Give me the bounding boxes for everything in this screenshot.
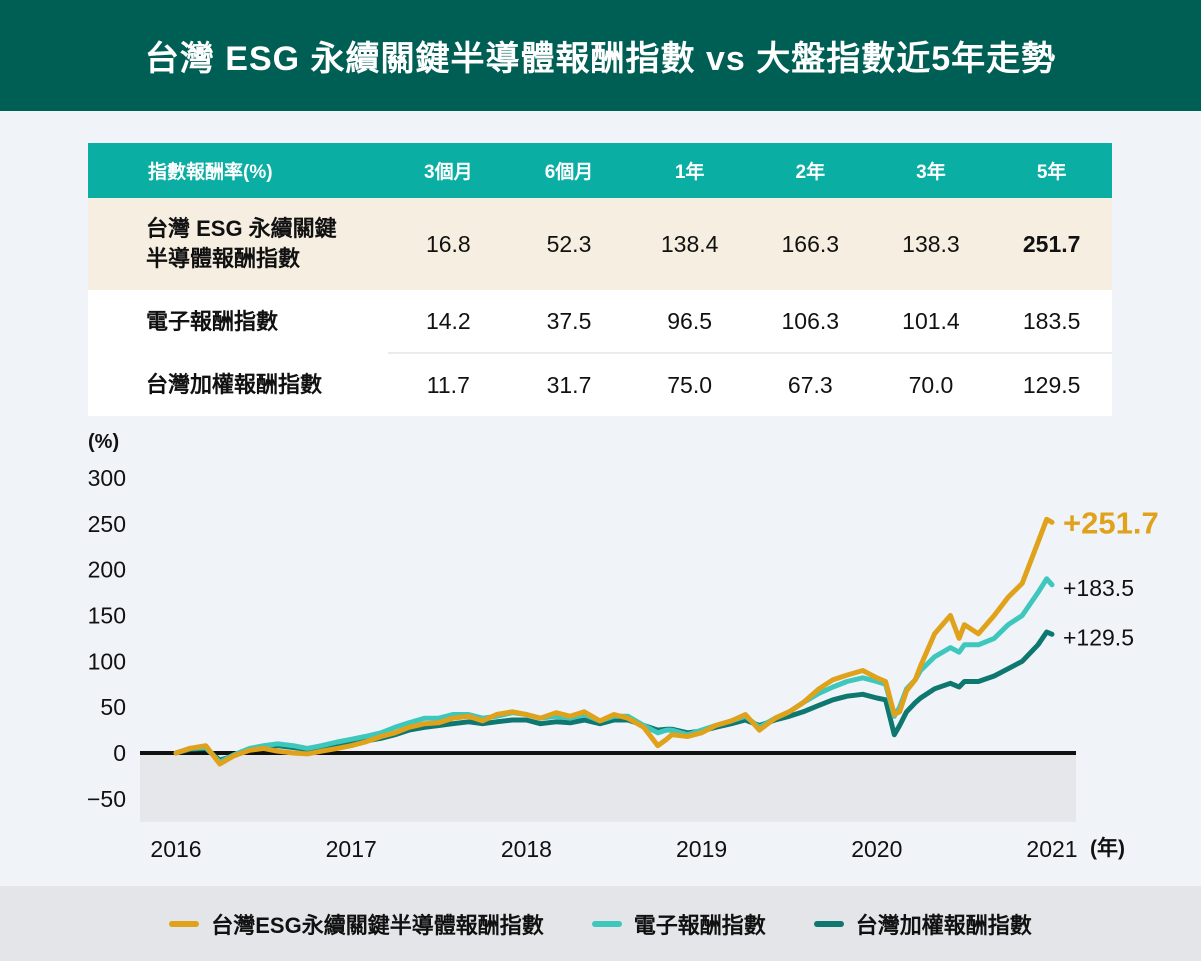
row-name-line-2: 半導體報酬指數	[146, 246, 301, 271]
cell-value: 138.4	[629, 198, 750, 290]
cell-value: 75.0	[667, 371, 713, 398]
returns-table: 指數報酬率(%) 3個月 6個月 1年 2年 3年 5年 台灣 ESG 永續關鍵…	[88, 143, 1112, 416]
cell-value: 14.2	[388, 290, 509, 354]
table-header-label: 指數報酬率(%)	[88, 143, 388, 198]
row-name-electronics: 電子報酬指數	[146, 308, 279, 334]
table-row: 電子報酬指數 14.2 37.5 96.5 106.3 101.4 183.5	[88, 290, 1112, 354]
legend-swatch	[169, 920, 200, 927]
legend-item-taiex: 台灣加權報酬指數	[813, 908, 1032, 940]
y-tick-label: −50	[87, 786, 126, 812]
x-tick-label: 2017	[326, 836, 377, 862]
legend-swatch	[591, 920, 622, 927]
cell-value: 183.5	[991, 290, 1112, 354]
y-tick-label: 0	[113, 740, 126, 766]
cell-value: 37.5	[508, 290, 630, 354]
end-label-taiex: +129.5	[1063, 624, 1134, 650]
table-header-3y: 3年	[870, 143, 992, 198]
legend-swatch	[813, 920, 844, 927]
end-label-esg: +251.7	[1063, 505, 1159, 540]
cell-value-highlight: 251.7	[991, 198, 1112, 290]
legend-item-esg: 台灣ESG永續關鍵半導體報酬指數	[169, 908, 544, 940]
row-name-taiex: 台灣加權報酬指數	[146, 371, 323, 397]
x-tick-label: 2018	[501, 836, 552, 862]
x-tick-label: 2016	[150, 836, 201, 862]
x-axis-ticks: 2016 2017 2018 2019 2020 2021	[150, 836, 1077, 862]
cell-value: 16.8	[388, 198, 509, 290]
cell-value: 67.3	[787, 371, 833, 398]
cell-value: 138.3	[870, 198, 992, 290]
cell-value: 70.0	[908, 371, 954, 398]
cell-value: 52.3	[508, 198, 630, 290]
row-name-esg: 台灣 ESG 永續關鍵 半導體報酬指數	[88, 198, 388, 290]
series-line-taiex	[173, 629, 1055, 763]
series-line-esg	[173, 516, 1055, 767]
cell-value: 129.5	[1022, 371, 1081, 398]
table-header-5y: 5年	[991, 143, 1112, 198]
table-row: 台灣加權報酬指數 11.7 31.7 75.0 67.3 70.0 129.5	[88, 353, 1112, 416]
y-tick-label: 200	[88, 557, 126, 583]
legend-item-electronics: 電子報酬指數	[591, 908, 766, 940]
x-tick-label: 2020	[851, 836, 902, 862]
legend: 台灣ESG永續關鍵半導體報酬指數 電子報酬指數 台灣加權報酬指數	[0, 886, 1201, 961]
negative-region	[140, 753, 1076, 822]
table-header-row: 指數報酬率(%) 3個月 6個月 1年 2年 3年 5年	[88, 143, 1112, 198]
series-lines	[173, 516, 1055, 767]
cell-value: 106.3	[749, 290, 871, 354]
y-tick-label: 250	[88, 511, 126, 537]
x-axis-label: (年)	[1090, 836, 1125, 860]
cell-value: 11.7	[426, 371, 470, 398]
legend-label: 台灣ESG永續關鍵半導體報酬指數	[211, 912, 544, 938]
end-labels: +251.7 +183.5 +129.5	[1063, 505, 1159, 650]
cell-value: 101.4	[870, 290, 992, 354]
row-name-line-1: 台灣 ESG 永續關鍵	[146, 216, 337, 241]
cell-value: 96.5	[629, 290, 750, 354]
table-header-1y: 1年	[629, 143, 750, 198]
table-header-6m: 6個月	[508, 143, 630, 198]
cell-value: 31.7	[546, 371, 592, 398]
legend-label: 電子報酬指數	[633, 912, 766, 938]
x-tick-label: 2019	[676, 836, 727, 862]
y-tick-label: 300	[88, 465, 126, 491]
y-tick-label: 100	[88, 648, 126, 674]
y-axis-label: (%)	[88, 431, 119, 453]
cell-value: 166.3	[749, 198, 871, 290]
y-axis-ticks: 300 250 200 150 100 50 0 −50	[87, 465, 126, 812]
legend-label: 台灣加權報酬指數	[855, 912, 1032, 938]
end-label-electronics: +183.5	[1063, 575, 1134, 601]
table-header-2y: 2年	[749, 143, 871, 198]
table-row: 台灣 ESG 永續關鍵 半導體報酬指數 16.8 52.3 138.4 166.…	[88, 198, 1112, 290]
page-title: 台灣 ESG 永續關鍵半導體報酬指數 vs 大盤指數近5年走勢	[144, 40, 1057, 78]
y-tick-label: 50	[100, 694, 126, 720]
header: 台灣 ESG 永續關鍵半導體報酬指數 vs 大盤指數近5年走勢	[0, 0, 1201, 111]
y-tick-label: 150	[88, 603, 126, 629]
x-tick-label: 2021	[1026, 836, 1077, 862]
table-header-3m: 3個月	[388, 143, 509, 198]
